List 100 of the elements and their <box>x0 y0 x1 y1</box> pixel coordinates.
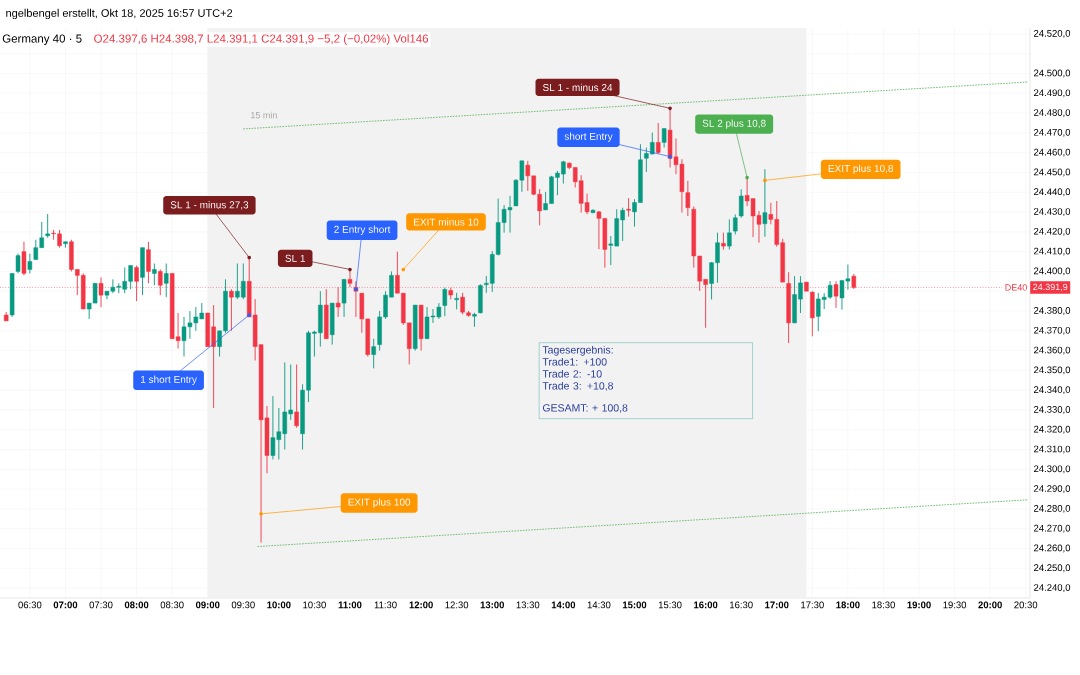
annotation: DE40 <box>1005 284 1027 291</box>
annotation: Tagesergebnis: <box>542 345 613 356</box>
y-tick-label: 24.450,0 <box>1033 168 1071 177</box>
annotation: EXIT plus 10,8 <box>828 164 894 174</box>
y-tick-label: 24.400,0 <box>1033 267 1071 276</box>
y-tick-label: 24.470,0 <box>1033 128 1071 137</box>
y-tick-label: 24.420,0 <box>1033 227 1071 236</box>
y-tick-label: 24.280,0 <box>1033 505 1071 513</box>
x-tick-label: 18:00 <box>836 601 860 609</box>
y-tick-label: 24.360,0 <box>1033 346 1071 355</box>
candlestick <box>442 287 448 317</box>
y-tick-label: 24.330,0 <box>1033 406 1071 414</box>
candlestick <box>163 263 169 298</box>
x-tick-label: 07:30 <box>89 601 113 609</box>
x-tick-label: 09:30 <box>231 601 255 609</box>
x-tick-label: 13:00 <box>480 601 504 609</box>
annotation: Trade 3: +10,8 <box>542 381 614 391</box>
y-tick-label: 24.460,0 <box>1033 148 1071 157</box>
x-tick-label: 16:00 <box>694 601 718 609</box>
x-tick-label: 16:30 <box>730 601 753 609</box>
candlestick <box>727 218 732 250</box>
y-tick-label: 24.270,0 <box>1033 524 1071 533</box>
y-tick-label: 24.440,0 <box>1033 188 1071 197</box>
y-tick-label: 24.370,0 <box>1033 326 1071 335</box>
x-tick-label: 08:30 <box>160 601 184 609</box>
y-tick-label: 24.340,0 <box>1033 386 1071 395</box>
candlestick <box>146 241 151 284</box>
candlestick <box>685 180 691 217</box>
annotation: 2 Entry short <box>334 225 391 235</box>
text: O24.397,6 H24.398,7 L24.391,1 C24.391,9 −5,2 (−0,02%) Vol146 <box>94 34 429 45</box>
x-tick-label: 14:30 <box>587 601 611 609</box>
y-tick-label: 24.240,0 <box>1033 584 1071 593</box>
annotation: GESAMT: + 100,8 <box>542 404 628 413</box>
candlestick <box>128 265 133 290</box>
y-tick-label: 24.480,0 <box>1033 109 1071 118</box>
candlestick <box>371 338 376 369</box>
x-tick-label: 18:30 <box>872 601 895 609</box>
candlestick <box>738 188 744 219</box>
candlestick <box>341 278 347 318</box>
candlestick <box>525 160 531 192</box>
candlestick <box>460 292 465 315</box>
x-tick-label: 20:00 <box>978 601 1002 609</box>
y-tick-label: 24.290,0 <box>1033 485 1071 494</box>
x-tick-label: 12:00 <box>409 601 433 609</box>
candlestick <box>152 263 157 286</box>
x-tick-label: 09:00 <box>195 601 220 609</box>
x-tick-label: 11:00 <box>338 601 362 609</box>
candlestick <box>15 253 21 274</box>
x-tick-label: 06:30 <box>18 601 42 609</box>
text: ngelbengel erstellt, Okt 18, 2025 16:57 UTC+2 <box>6 8 233 20</box>
y-tick-label: 24.380,0 <box>1033 307 1071 315</box>
y-tick-label: 24.350,0 <box>1033 366 1071 375</box>
candlestick <box>45 213 50 239</box>
annotation: Trade 2: -10 <box>542 369 602 378</box>
candlestick <box>626 197 631 218</box>
text: Germany 40 · 5 <box>2 34 82 45</box>
y-tick-label: 24.250,0 <box>1033 564 1071 573</box>
candlestick <box>833 280 839 309</box>
y-tick-label: 24.500,0 <box>1033 69 1071 78</box>
annotation: SL 2 plus 10,8 <box>702 119 766 129</box>
x-tick-label: 19:30 <box>943 601 967 609</box>
x-tick-label: 11:30 <box>374 601 397 609</box>
candlestick <box>51 229 56 241</box>
candlestick <box>454 292 459 310</box>
x-tick-label: 17:00 <box>765 601 789 609</box>
x-tick-label: 15:00 <box>622 601 647 609</box>
candlestick <box>21 241 27 276</box>
band-label: 15 min <box>251 111 277 119</box>
x-tick-label: 14:00 <box>551 601 576 609</box>
annotation: SL 1 <box>285 254 305 262</box>
ref-line-label: 24.391,9 <box>1033 283 1068 292</box>
candlestick <box>733 213 738 235</box>
y-tick-label: 24.320,0 <box>1033 425 1071 434</box>
annotation: short Entry <box>564 132 613 142</box>
candlestick <box>294 364 299 429</box>
x-tick-label: 10:30 <box>303 601 326 609</box>
y-tick-label: 24.490,0 <box>1033 89 1071 98</box>
x-tick-label: 17:30 <box>801 601 824 609</box>
y-tick-label: 24.520,0 <box>1033 30 1071 38</box>
annotation: Trade1: +100 <box>542 357 607 366</box>
x-tick-label: 12:30 <box>445 601 469 609</box>
x-tick-label: 08:00 <box>124 601 149 609</box>
y-tick-label: 24.260,0 <box>1033 544 1071 553</box>
annotation: EXIT plus 100 <box>348 498 411 508</box>
y-tick-label: 24.430,0 <box>1033 208 1071 216</box>
annotation: SL 1 - minus 27,3 <box>170 201 249 210</box>
y-tick-label: 24.310,0 <box>1033 445 1071 454</box>
x-tick-label: 20:30 <box>1014 601 1038 609</box>
candlestick <box>661 128 667 148</box>
annotation: EXIT minus 10 <box>414 218 479 226</box>
annotation: SL 1 - minus 24 <box>542 83 613 92</box>
candlestick <box>655 122 661 155</box>
x-tick-label: 13:30 <box>516 601 540 609</box>
x-tick-label: 10:00 <box>267 601 291 609</box>
y-tick-label: 24.410,0 <box>1033 247 1071 256</box>
annotation: 1 short Entry <box>141 375 197 385</box>
candlestick <box>27 253 33 274</box>
x-tick-label: 07:00 <box>53 601 78 609</box>
y-tick-label: 24.300,0 <box>1033 465 1071 474</box>
x-tick-label: 19:00 <box>907 601 931 609</box>
